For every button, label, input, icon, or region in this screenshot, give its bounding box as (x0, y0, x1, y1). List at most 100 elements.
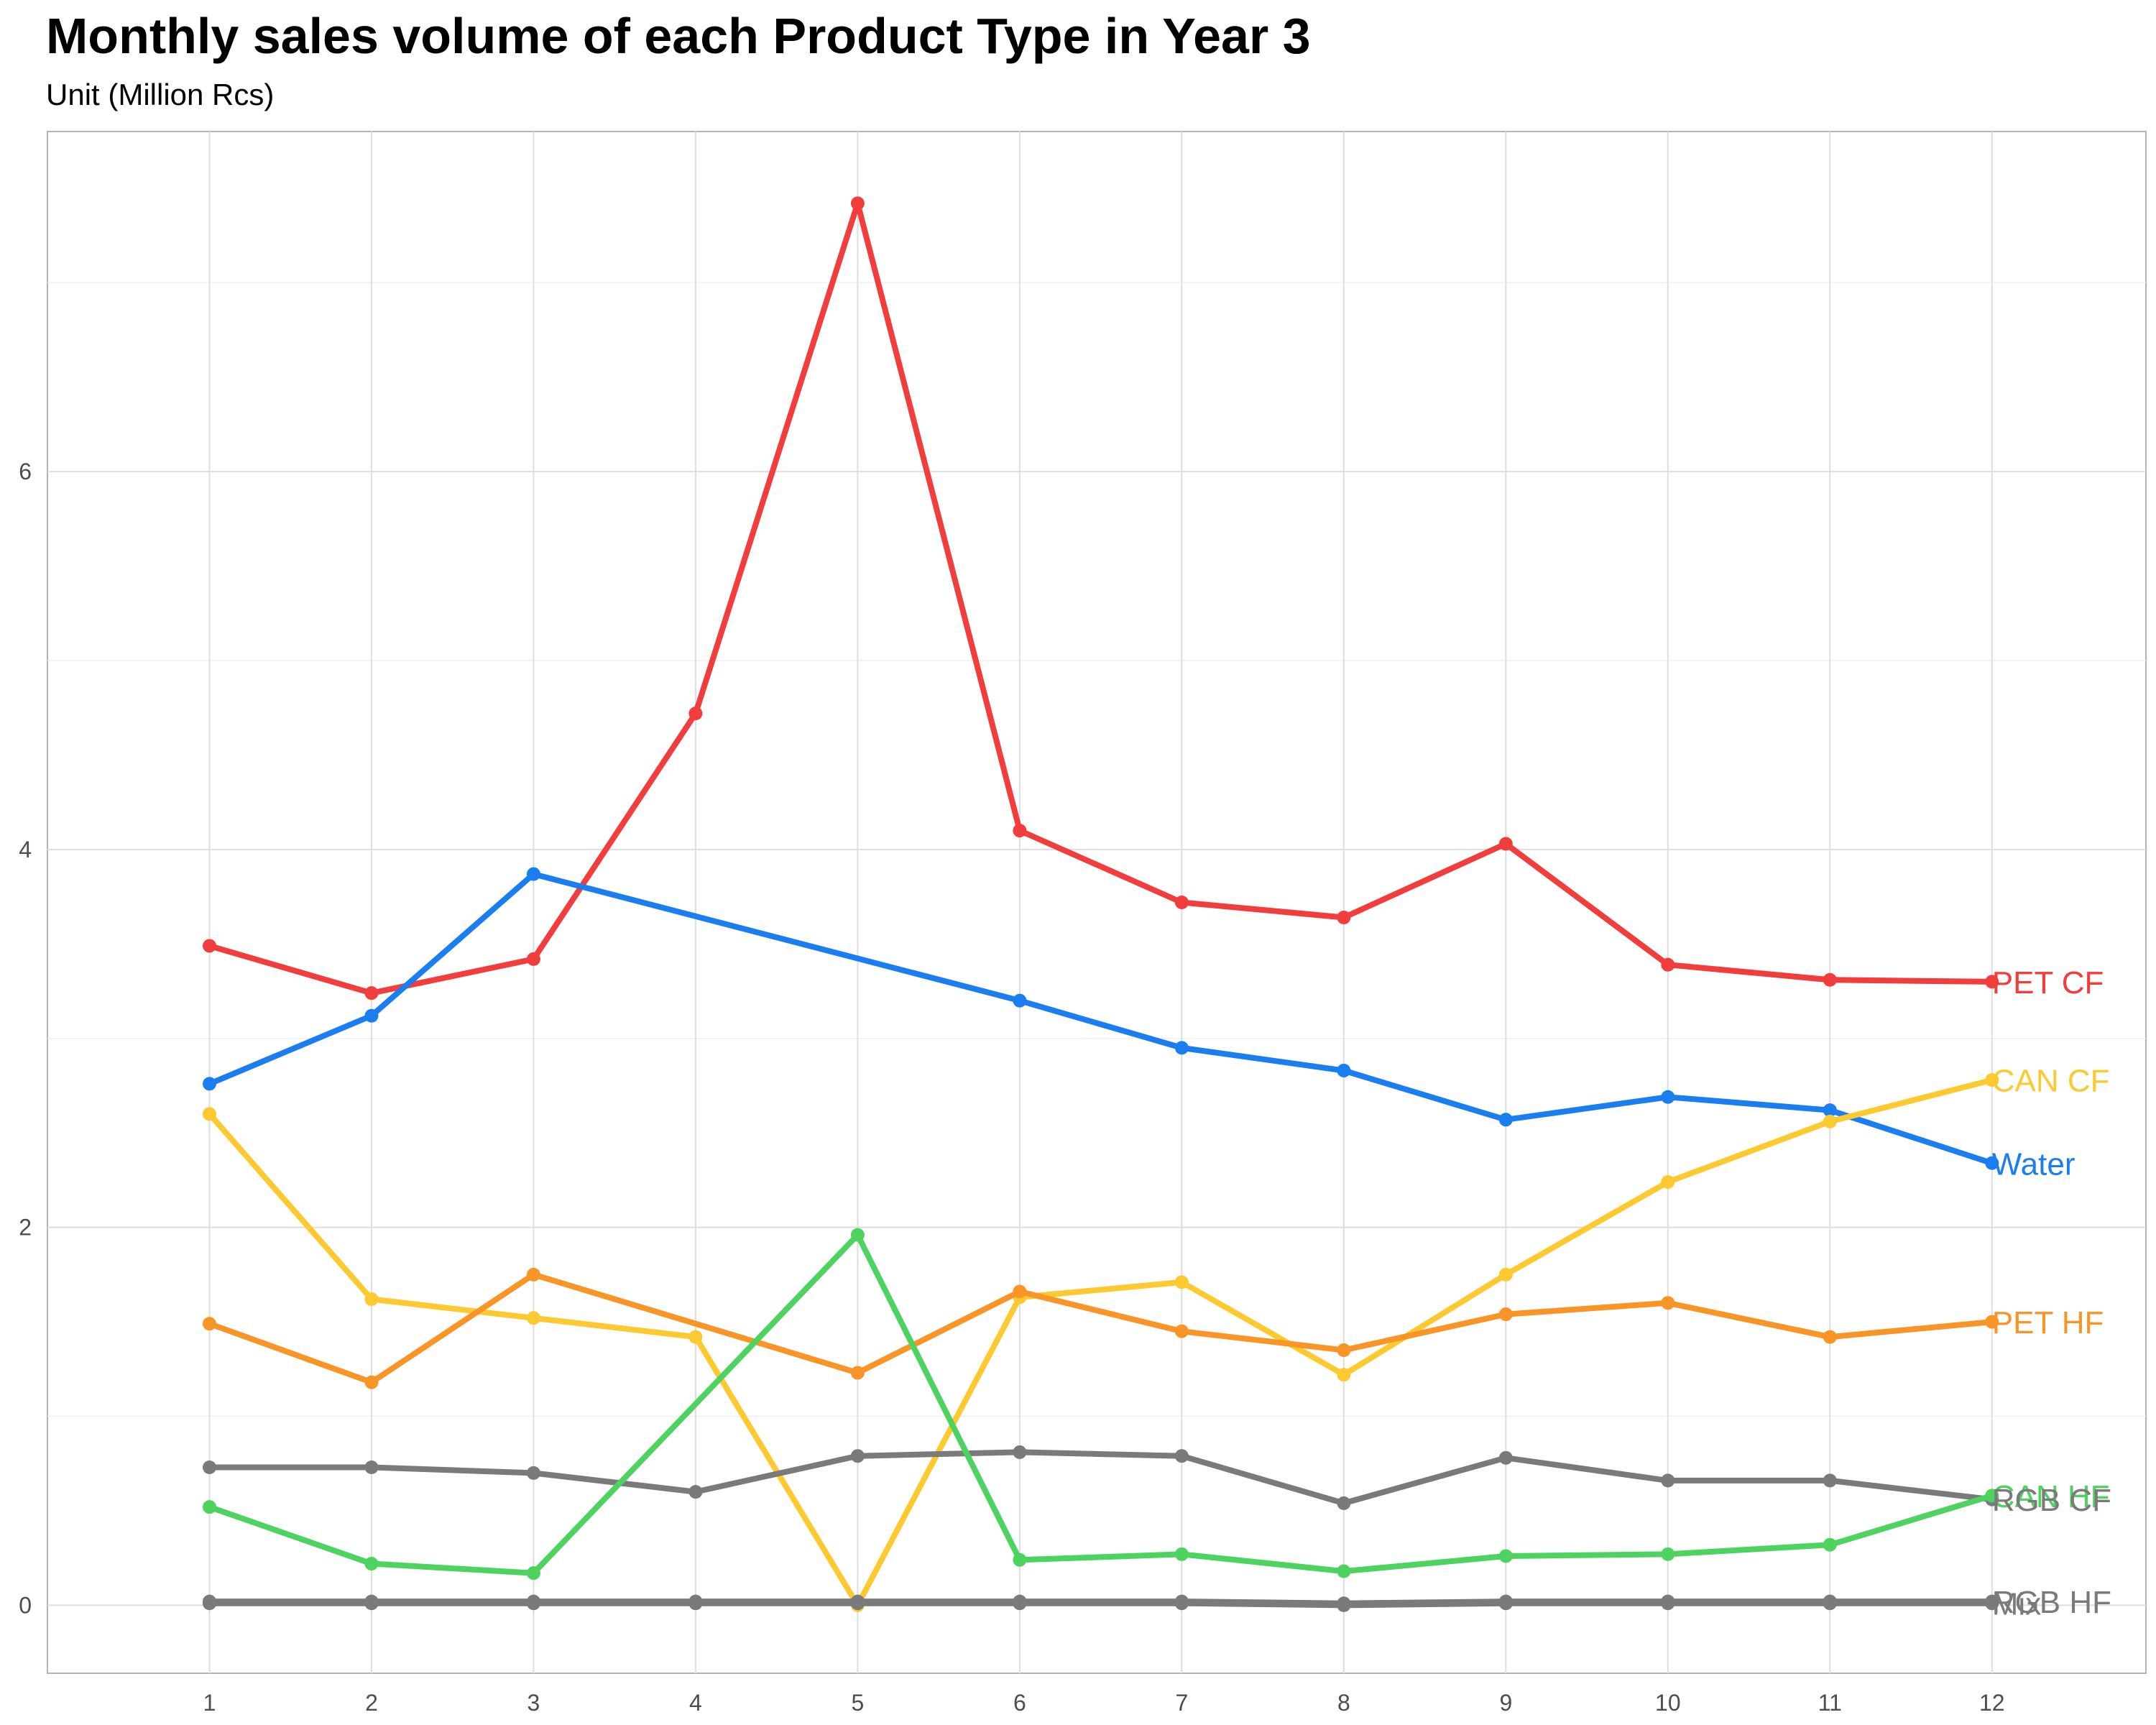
x-tick-label: 6 (1013, 1690, 1026, 1716)
data-point-can-cf (1823, 1114, 1837, 1128)
data-point-water (202, 1077, 216, 1091)
data-point-rgb-cf (1337, 1496, 1351, 1510)
data-point-pet-cf (1013, 824, 1027, 838)
x-tick-label: 5 (852, 1690, 865, 1716)
x-tick-label: 2 (365, 1690, 378, 1716)
x-tick-label: 9 (1499, 1690, 1512, 1716)
y-tick-label: 2 (19, 1215, 32, 1241)
data-point-mix (1985, 1596, 1999, 1611)
y-tick-label: 6 (19, 459, 32, 484)
data-point-mix (202, 1596, 216, 1611)
data-point-mix (1337, 1598, 1351, 1612)
data-point-can-cf (526, 1311, 540, 1325)
data-point-pet-hf (1661, 1296, 1675, 1310)
data-point-water (1823, 1103, 1837, 1118)
end-label-rgb-hf: RGB HF (1992, 1585, 2111, 1620)
data-point-can-cf (1337, 1368, 1351, 1382)
data-point-pet-cf (1498, 837, 1513, 851)
data-point-rgb-cf (1661, 1473, 1675, 1488)
data-point-pet-cf (850, 196, 865, 211)
data-point-rgb-cf (850, 1449, 865, 1463)
data-point-mix (1661, 1596, 1675, 1611)
data-point-pet-cf (1985, 975, 1999, 989)
data-point-can-cf (202, 1107, 216, 1121)
grid (47, 131, 2147, 1674)
end-label-pet-cf: PET CF (1992, 965, 2104, 1000)
data-point-pet-hf (202, 1317, 216, 1331)
data-point-mix (1013, 1596, 1027, 1611)
x-tick-label: 4 (689, 1690, 702, 1716)
data-point-water (1337, 1063, 1351, 1077)
data-point-can-hf (1985, 1489, 1999, 1503)
series-line-mix (206, 1600, 1995, 1609)
data-point-pet-hf (526, 1267, 540, 1282)
data-point-rgb-cf (1174, 1449, 1189, 1463)
data-point-pet-hf (1823, 1330, 1837, 1344)
series-line-can-cf (206, 1077, 1995, 1609)
x-tick-label: 7 (1175, 1690, 1188, 1716)
data-point-can-cf (688, 1330, 703, 1344)
end-label-can-cf: CAN CF (1992, 1064, 2110, 1099)
data-point-pet-cf (364, 986, 379, 1000)
data-point-pet-cf (1174, 896, 1189, 909)
series-line-pet-cf (206, 200, 1995, 996)
data-point-pet-cf (1661, 957, 1675, 972)
data-point-water (1013, 993, 1027, 1008)
data-point-pet-hf (1337, 1343, 1351, 1357)
data-point-mix (1498, 1596, 1513, 1611)
data-point-pet-cf (1337, 911, 1351, 925)
data-point-pet-cf (688, 707, 703, 721)
data-point-pet-cf (526, 952, 540, 966)
data-point-pet-cf (1823, 972, 1837, 987)
data-point-pet-hf (1498, 1307, 1513, 1322)
chart-title: Monthly sales volume of each Product Typ… (46, 8, 1311, 64)
end-label-water: Water (1992, 1146, 2076, 1182)
data-point-can-cf (1498, 1267, 1513, 1282)
data-point-can-cf (364, 1292, 379, 1307)
data-point-rgb-cf (202, 1460, 216, 1474)
data-point-rgb-cf (1823, 1473, 1837, 1488)
data-point-pet-hf (1013, 1284, 1027, 1299)
data-point-pet-cf (202, 939, 216, 953)
data-point-water (1985, 1156, 1999, 1170)
x-tick-label: 11 (1818, 1690, 1842, 1716)
data-point-pet-hf (1985, 1315, 1999, 1329)
data-point-can-hf (526, 1566, 540, 1581)
series-line-rgb-cf (206, 1449, 1995, 1506)
data-point-can-hf (1337, 1564, 1351, 1578)
x-tick-label: 12 (1979, 1690, 2005, 1716)
data-point-mix (364, 1596, 379, 1611)
data-point-can-hf (1013, 1552, 1027, 1567)
data-point-can-hf (1498, 1549, 1513, 1563)
data-point-mix (688, 1596, 703, 1611)
end-label-rgb-cf: RGB CF (1992, 1483, 2111, 1518)
data-point-mix (1174, 1596, 1189, 1611)
x-tick-label: 8 (1337, 1690, 1350, 1716)
y-tick-label: 0 (19, 1592, 32, 1618)
data-point-rgb-cf (526, 1466, 540, 1480)
panel-border (47, 131, 2147, 1674)
data-point-mix (526, 1596, 540, 1611)
data-point-mix (850, 1596, 865, 1611)
data-point-water (526, 867, 540, 881)
x-tick-label: 1 (203, 1690, 216, 1716)
data-point-water (1174, 1041, 1189, 1055)
y-tick-label: 4 (19, 837, 32, 862)
data-point-can-hf (202, 1500, 216, 1514)
data-point-pet-hf (850, 1366, 865, 1380)
data-point-rgb-cf (688, 1485, 703, 1499)
x-tick-label: 3 (528, 1690, 540, 1716)
data-point-rgb-cf (1498, 1450, 1513, 1465)
data-point-water (1498, 1113, 1513, 1127)
data-point-can-hf (364, 1557, 379, 1571)
data-point-rgb-cf (364, 1460, 379, 1474)
data-point-rgb-cf (1013, 1445, 1027, 1459)
data-point-pet-hf (1174, 1324, 1189, 1338)
data-point-can-hf (1823, 1537, 1837, 1552)
data-point-water (1661, 1090, 1675, 1104)
data-point-can-hf (1661, 1547, 1675, 1561)
data-point-mix (1823, 1596, 1837, 1611)
data-point-can-cf (1661, 1175, 1675, 1190)
